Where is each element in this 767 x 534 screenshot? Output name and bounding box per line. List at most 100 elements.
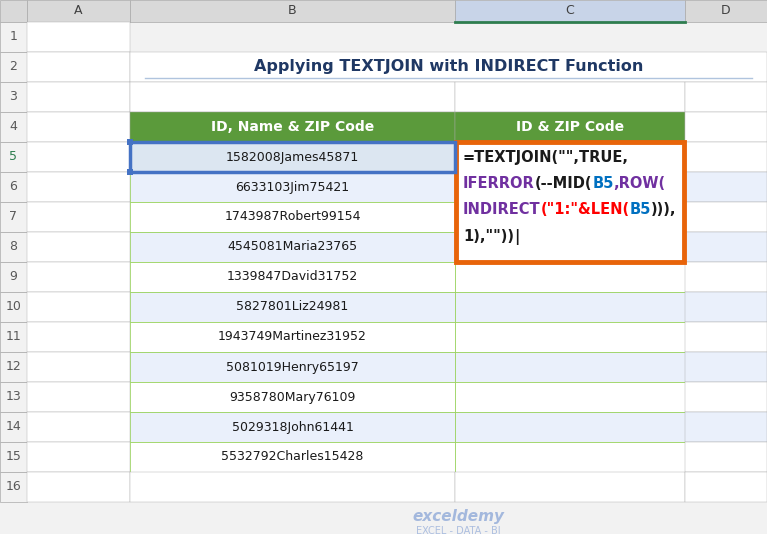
Bar bbox=[685, 112, 767, 142]
Bar bbox=[130, 412, 455, 442]
Bar bbox=[27, 262, 130, 292]
Bar bbox=[130, 142, 455, 172]
Text: B: B bbox=[288, 4, 297, 18]
Bar bbox=[27, 0, 130, 22]
Bar bbox=[27, 352, 130, 382]
Bar bbox=[0, 22, 27, 52]
Text: 16: 16 bbox=[5, 481, 21, 493]
Bar bbox=[27, 202, 130, 232]
Bar bbox=[0, 472, 27, 502]
Bar bbox=[455, 202, 685, 232]
Text: 5: 5 bbox=[9, 151, 18, 163]
Text: 4: 4 bbox=[9, 121, 18, 134]
Bar bbox=[27, 292, 130, 322]
Bar bbox=[455, 82, 685, 112]
Text: 13: 13 bbox=[5, 390, 21, 404]
Bar bbox=[0, 172, 27, 202]
Text: 1),"")): 1),"")) bbox=[463, 229, 514, 244]
Bar bbox=[455, 292, 685, 322]
Bar bbox=[685, 172, 767, 202]
Bar bbox=[456, 142, 684, 262]
Text: 7: 7 bbox=[9, 210, 18, 224]
Text: 9358780Mary76109: 9358780Mary76109 bbox=[229, 390, 356, 404]
Bar bbox=[0, 142, 27, 172]
Bar bbox=[455, 172, 685, 202]
Bar bbox=[27, 232, 130, 262]
Text: B5: B5 bbox=[592, 176, 614, 191]
Bar bbox=[0, 52, 27, 82]
Bar bbox=[0, 232, 27, 262]
Text: 12: 12 bbox=[5, 360, 21, 373]
Bar bbox=[0, 352, 27, 382]
Text: A: A bbox=[74, 4, 83, 18]
Text: (--MID(: (--MID( bbox=[535, 176, 592, 191]
Bar bbox=[685, 412, 767, 442]
Text: 1339847David31752: 1339847David31752 bbox=[227, 271, 358, 284]
Bar bbox=[455, 262, 685, 292]
Text: 5532792Charles15428: 5532792Charles15428 bbox=[222, 451, 364, 464]
Bar bbox=[685, 82, 767, 112]
Text: 1582008James45871: 1582008James45871 bbox=[225, 151, 359, 163]
Text: 1943749Martinez31952: 1943749Martinez31952 bbox=[218, 331, 367, 343]
Bar bbox=[130, 442, 455, 472]
Bar bbox=[130, 472, 455, 502]
Text: 9: 9 bbox=[9, 271, 18, 284]
Text: 11: 11 bbox=[5, 331, 21, 343]
Bar bbox=[0, 202, 27, 232]
Bar bbox=[27, 412, 130, 442]
Bar bbox=[455, 472, 685, 502]
Text: ("1:"&LEN(: ("1:"&LEN( bbox=[541, 202, 630, 217]
Text: 5827801Liz24981: 5827801Liz24981 bbox=[236, 301, 349, 313]
Bar bbox=[130, 172, 455, 202]
Bar bbox=[0, 322, 27, 352]
Bar bbox=[27, 172, 130, 202]
Bar bbox=[130, 382, 455, 412]
Bar bbox=[130, 322, 455, 352]
Text: 6633103Jim75421: 6633103Jim75421 bbox=[235, 180, 350, 193]
Bar bbox=[127, 169, 133, 175]
Text: C: C bbox=[565, 4, 574, 18]
Bar bbox=[0, 262, 27, 292]
Text: 15: 15 bbox=[5, 451, 21, 464]
Bar bbox=[27, 112, 130, 142]
Bar bbox=[130, 352, 455, 382]
Bar bbox=[0, 412, 27, 442]
Bar bbox=[0, 82, 27, 112]
Bar bbox=[27, 322, 130, 352]
Bar bbox=[27, 22, 130, 52]
Text: |: | bbox=[514, 229, 519, 245]
Bar bbox=[130, 112, 455, 142]
Bar bbox=[27, 142, 130, 172]
Bar bbox=[0, 112, 27, 142]
Text: ID & ZIP Code: ID & ZIP Code bbox=[516, 120, 624, 134]
Bar bbox=[685, 232, 767, 262]
Bar bbox=[685, 0, 767, 22]
Bar bbox=[130, 52, 767, 82]
Bar bbox=[27, 382, 130, 412]
Text: IFERROR: IFERROR bbox=[463, 176, 535, 191]
Text: INDIRECT: INDIRECT bbox=[463, 202, 541, 217]
Bar bbox=[455, 352, 685, 382]
Bar bbox=[455, 382, 685, 412]
Bar bbox=[130, 292, 455, 322]
Bar bbox=[455, 412, 685, 442]
Bar bbox=[127, 139, 133, 145]
Text: 4545081Maria23765: 4545081Maria23765 bbox=[228, 240, 357, 254]
Bar bbox=[0, 442, 27, 472]
Bar bbox=[0, 292, 27, 322]
Text: 5081019Henry65197: 5081019Henry65197 bbox=[226, 360, 359, 373]
Bar bbox=[685, 352, 767, 382]
Text: B5: B5 bbox=[630, 202, 651, 217]
Text: 5029318John61441: 5029318John61441 bbox=[232, 420, 354, 434]
Bar bbox=[130, 202, 455, 232]
Bar bbox=[455, 442, 685, 472]
Bar bbox=[130, 262, 455, 292]
Bar bbox=[685, 202, 767, 232]
Bar bbox=[27, 472, 130, 502]
Bar bbox=[455, 232, 685, 262]
Bar bbox=[685, 262, 767, 292]
Text: 14: 14 bbox=[5, 420, 21, 434]
Text: EXCEL - DATA - BI: EXCEL - DATA - BI bbox=[416, 526, 501, 534]
Text: 10: 10 bbox=[5, 301, 21, 313]
Bar bbox=[455, 0, 685, 22]
